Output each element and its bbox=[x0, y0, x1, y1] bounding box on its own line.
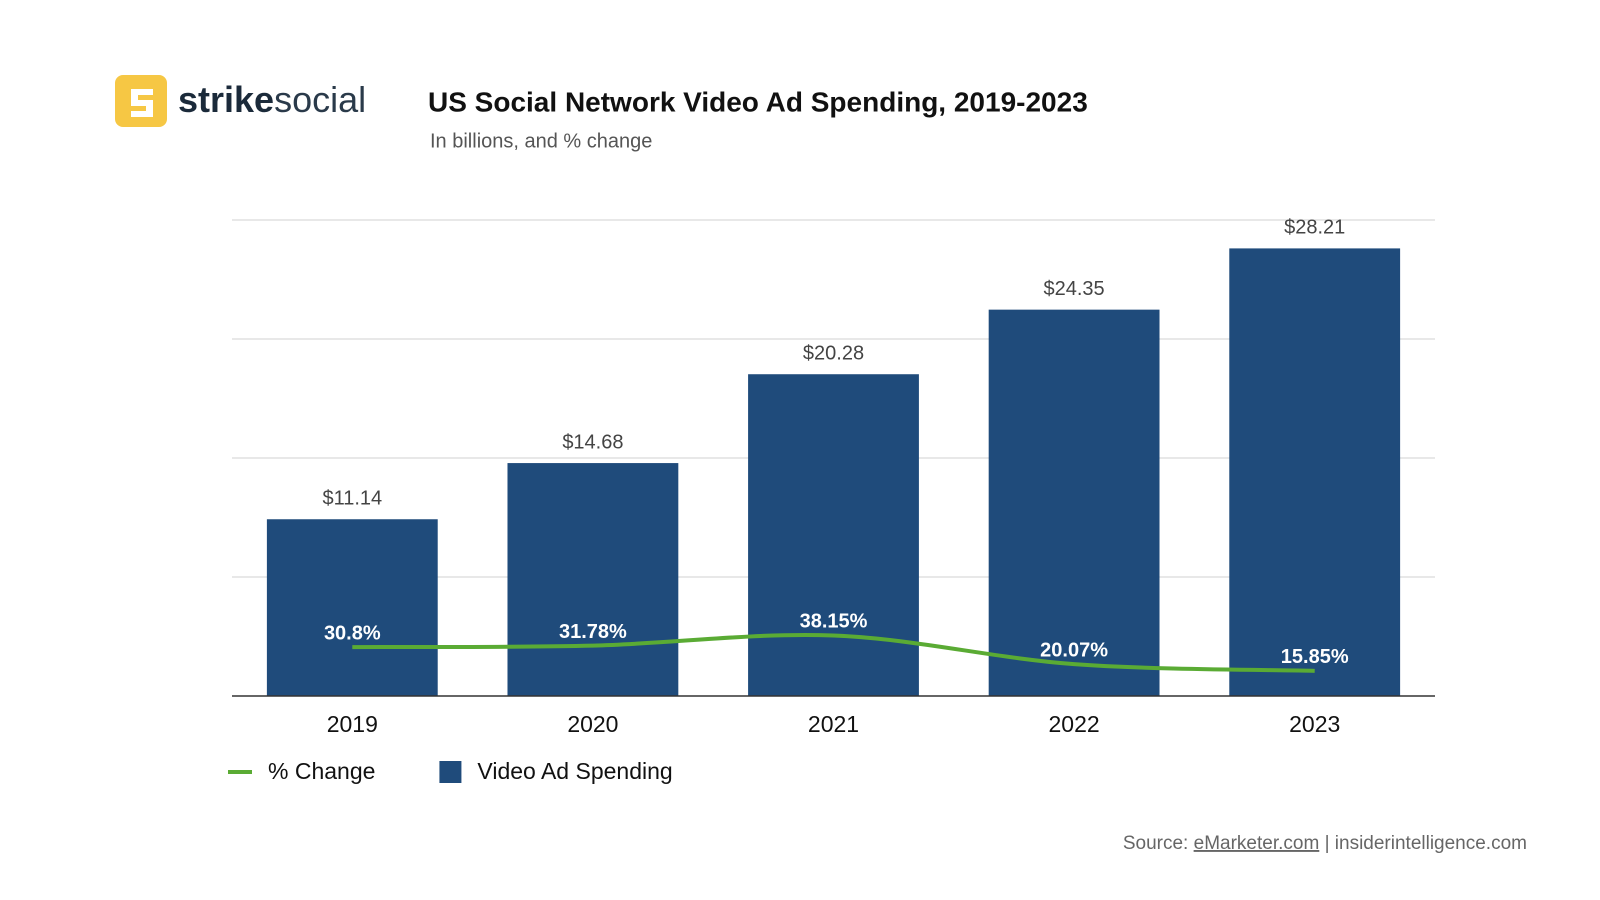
logo-glyph bbox=[131, 89, 153, 117]
source: Source: eMarketer.com | insiderintellige… bbox=[1123, 833, 1527, 854]
bar-value-label: $28.21 bbox=[1284, 217, 1345, 239]
x-tick-label: 2021 bbox=[808, 711, 859, 737]
legend-label: Video Ad Spending bbox=[477, 758, 672, 784]
x-tick-label: 2022 bbox=[1049, 711, 1100, 737]
bar bbox=[1229, 248, 1401, 696]
line-value-label: 38.15% bbox=[800, 611, 868, 633]
bar-value-label: $20.28 bbox=[803, 343, 864, 365]
chart-title: US Social Network Video Ad Spending, 201… bbox=[428, 86, 1088, 117]
bar bbox=[748, 374, 919, 696]
line-value-label: 31.78% bbox=[559, 621, 627, 643]
brand-light: social bbox=[274, 79, 366, 120]
legend-swatch bbox=[439, 761, 462, 783]
x-tick-label: 2020 bbox=[567, 711, 618, 737]
brand: strikesocial bbox=[178, 79, 366, 120]
bar-value-label: $14.68 bbox=[562, 431, 623, 453]
source-link[interactable]: eMarketer.com bbox=[1194, 833, 1320, 854]
bar-value-label: $11.14 bbox=[322, 488, 382, 510]
legend-label: % Change bbox=[268, 758, 375, 784]
line-value-label: 30.8% bbox=[324, 622, 381, 644]
chart-subtitle: In billions, and % change bbox=[430, 130, 652, 152]
source-prefix: Source: bbox=[1123, 833, 1188, 854]
bar-value-label: $24.35 bbox=[1044, 278, 1105, 300]
brand-bold: strike bbox=[178, 79, 274, 120]
bar bbox=[988, 309, 1160, 696]
source-rest: | insiderintelligence.com bbox=[1325, 833, 1527, 854]
line-value-label: 15.85% bbox=[1281, 646, 1349, 668]
legend-item: Video Ad Spending bbox=[439, 758, 673, 784]
x-tick-label: 2019 bbox=[327, 711, 378, 737]
bar bbox=[266, 519, 438, 696]
legend-item: % Change bbox=[228, 758, 375, 784]
x-tick-label: 2023 bbox=[1289, 711, 1340, 737]
line-value-label: 20.07% bbox=[1040, 639, 1108, 661]
line bbox=[352, 632, 1315, 673]
logo-icon bbox=[115, 75, 167, 127]
bar bbox=[507, 463, 679, 696]
